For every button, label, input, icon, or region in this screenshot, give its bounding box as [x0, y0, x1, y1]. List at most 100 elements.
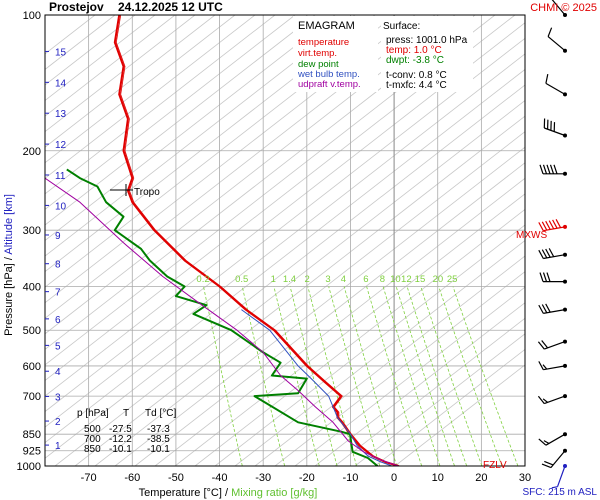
- mixing-ratio-labels: 0.2 0.5 1 1.4 2 3 4 6 8 10 12 15 20 25: [196, 274, 457, 285]
- xlabel-temp: Temperature [°C]: [139, 487, 222, 499]
- table-cell: 850: [84, 444, 101, 455]
- mixing-ratio-line: [273, 286, 320, 466]
- series-lines: [45, 15, 401, 466]
- wind-barb: [551, 0, 567, 17]
- wind-barb-flag: [542, 272, 548, 282]
- surface-tmxfc: t-mxfc: 4.4 °C: [386, 80, 447, 91]
- wind-barb-flag: [541, 304, 548, 314]
- mixing-ratio-label: 0.2: [196, 274, 209, 285]
- diagonal-line: [74, 115, 525, 466]
- pressure-tick-label: 925: [23, 446, 41, 458]
- mixing-ratio-line: [395, 286, 455, 466]
- wind-barb-staff: [544, 341, 566, 350]
- temperature-tick-label: -20: [299, 472, 315, 484]
- pressure-tick-label: 500: [23, 325, 41, 337]
- wind-barb-flag: [539, 164, 544, 174]
- mixing-ratio-label: 3: [325, 274, 330, 285]
- diagonal-line: [45, 15, 276, 195]
- wind-barb: [543, 118, 567, 138]
- wind-barb-flag: [538, 361, 544, 370]
- wind-barb-staff: [550, 450, 566, 468]
- wind-barb-flag: [541, 340, 549, 349]
- wind-barb-flag: [548, 248, 555, 257]
- mixing-ratio-label: 15: [415, 274, 426, 285]
- table-cell: -38.5: [147, 434, 170, 445]
- diagonal-line: [45, 15, 336, 242]
- diagonal-line: [274, 271, 525, 466]
- diagonal-line: [114, 146, 525, 466]
- table-header-t: T: [123, 408, 129, 419]
- altitude-tick-label: 1: [55, 441, 61, 452]
- wind-barb-staff: [556, 465, 566, 487]
- wind-barb-station: [563, 448, 567, 453]
- wind-barb-staff: [543, 309, 566, 314]
- pressure-tick-label: 700: [23, 391, 41, 403]
- datetime: 24.12.2025 12 UTC: [118, 0, 223, 14]
- ylabel-alt: Altitude [km]: [3, 194, 15, 255]
- wind-barb-staff: [547, 36, 566, 52]
- x-axis-label: Temperature [°C] / Mixing ratio [g/kg]: [139, 487, 318, 499]
- temperature-tick-label: -40: [212, 472, 228, 484]
- wind-barb: [551, 464, 567, 489]
- wind-barb-staff: [544, 127, 566, 137]
- diagonal-line: [314, 302, 525, 466]
- wind-barb-station: [563, 394, 567, 399]
- ylabel-press: Pressure [hPa]: [3, 263, 15, 336]
- series-udpraft-v-temp: [45, 177, 399, 466]
- pressure-tick-label: 600: [23, 361, 41, 373]
- wind-barb-flag: [538, 249, 544, 259]
- table-cell: -12.2: [109, 434, 132, 445]
- wind-barb-flag: [546, 272, 551, 282]
- wind-barb-staff: [545, 82, 566, 95]
- pressure-tick-label: 1000: [17, 461, 41, 473]
- temperature-tick-label: -10: [343, 472, 359, 484]
- diagonal-line: [214, 224, 525, 466]
- wind-barb: [537, 339, 567, 350]
- temperature-tick-label: 30: [519, 472, 531, 484]
- diagonal-line: [254, 255, 525, 466]
- wind-barb-staff: [544, 395, 566, 405]
- diagonal-line: [45, 15, 216, 148]
- wind-barb: [538, 303, 567, 314]
- table-header-p: p [hPa]: [77, 408, 109, 419]
- wind-barb-station: [563, 339, 567, 344]
- wind-barb-flag: [553, 164, 558, 174]
- mxws-label: MXWS: [516, 230, 547, 241]
- altitude-tick-label: 12: [55, 140, 67, 151]
- diagonal-line: [45, 15, 476, 350]
- table-cell: -37.3: [147, 424, 170, 435]
- wind-barb-flag: [545, 220, 551, 230]
- legend-title: EMAGRAM: [298, 20, 355, 32]
- credit: CHMI © 2025: [530, 2, 597, 14]
- wind-barb: [538, 432, 567, 446]
- wind-barb-flag: [541, 463, 552, 469]
- wind-barb-flag: [551, 486, 558, 489]
- temperature-tick-label: -60: [124, 472, 140, 484]
- wind-barb-flag: [538, 304, 544, 314]
- series-virtual-temperature: [115, 15, 401, 466]
- temperature-tick-label: 0: [391, 472, 397, 484]
- altitude-tick-label: 9: [55, 231, 61, 242]
- altitude-tick-label: 4: [55, 367, 61, 378]
- plot-frame: [44, 14, 526, 467]
- diagonal-line: [134, 162, 525, 466]
- y-axis-label: Pressure [hPa] / Altitude [km]: [3, 194, 15, 336]
- diagonal-line: [45, 84, 525, 459]
- wind-barb-flag: [545, 248, 551, 258]
- wind-barb-station: [563, 133, 567, 138]
- diagonal-line: [354, 333, 525, 466]
- mixing-ratio-label: 25: [447, 274, 458, 285]
- mixing-ratio-label: 8: [380, 274, 385, 285]
- diagonal-line: [394, 364, 525, 466]
- diagonal-line: [45, 15, 156, 102]
- legend-wet-bulb: wet bulb temp.: [297, 69, 360, 80]
- table-cell: 500: [84, 424, 101, 435]
- wind-barb-flag: [541, 221, 548, 231]
- wind-barb-flag: [544, 460, 554, 466]
- diagonal-line: [174, 193, 525, 466]
- wind-barb: [538, 219, 567, 232]
- mixing-ratio-label: 10: [390, 274, 401, 285]
- wind-barb-flag: [538, 438, 547, 446]
